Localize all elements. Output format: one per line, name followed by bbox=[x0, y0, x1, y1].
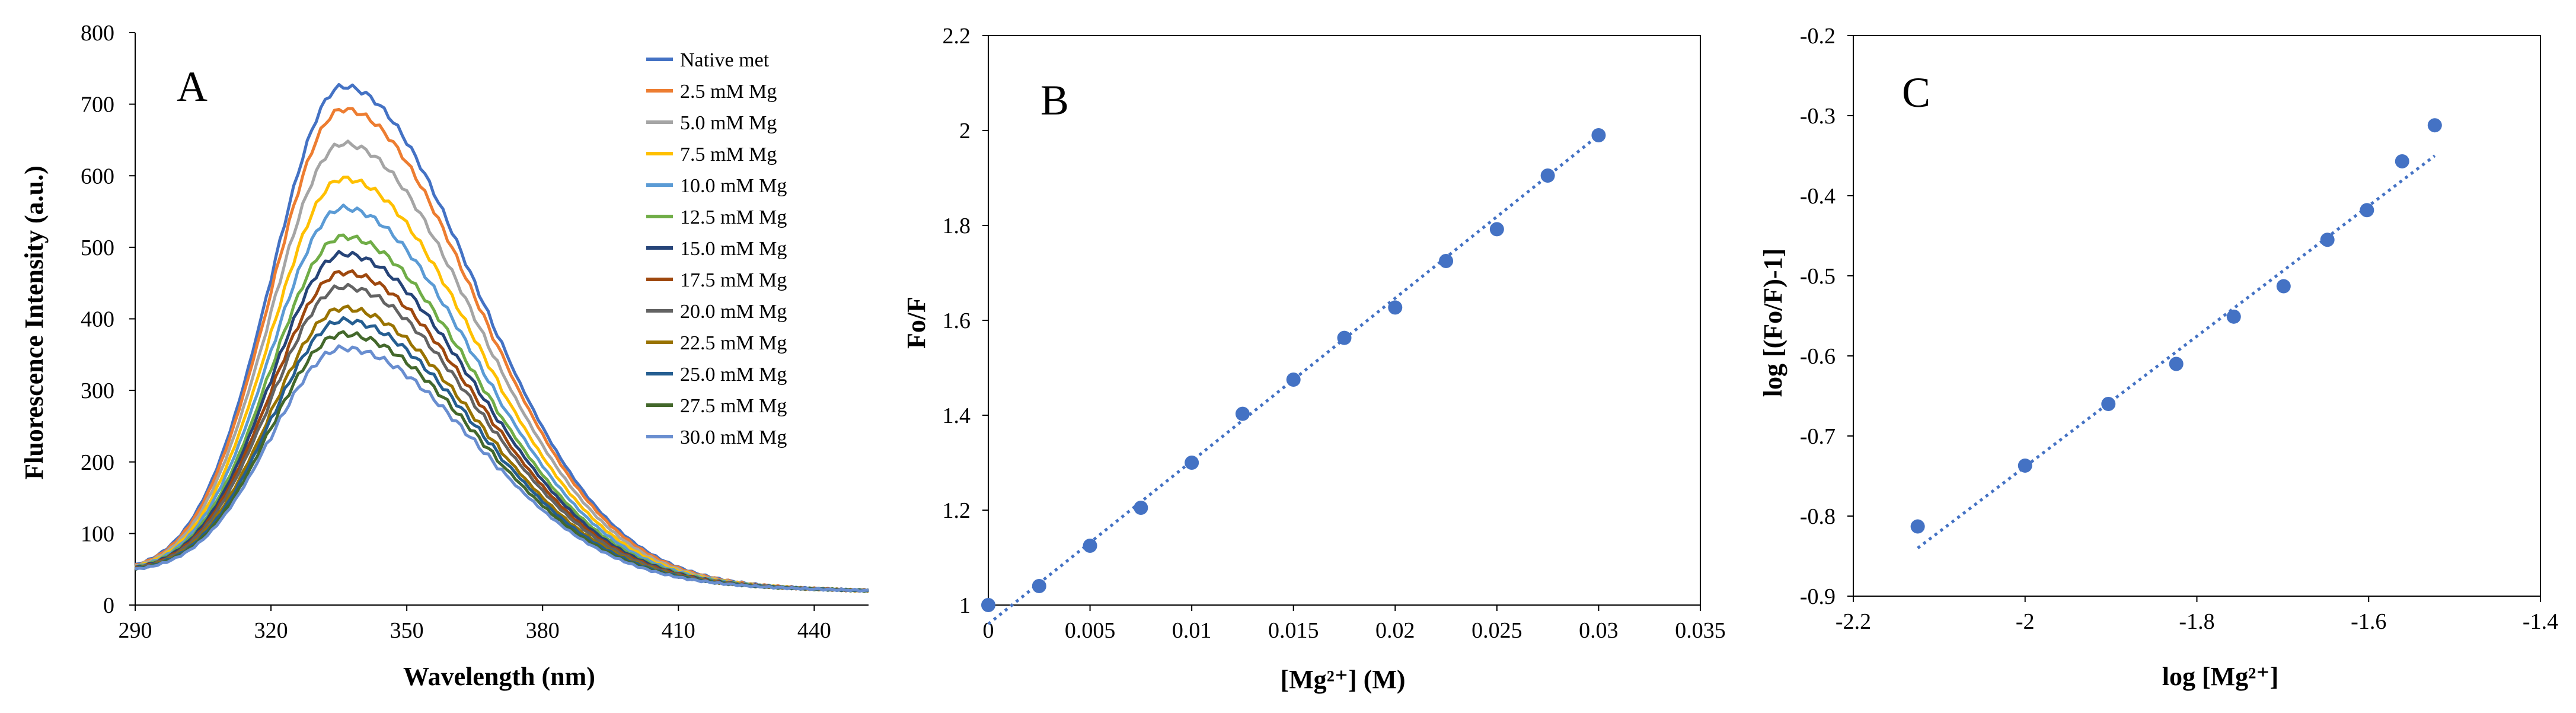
panel-c-y-tick-label: -0.4 bbox=[1800, 184, 1836, 209]
panel-a-legend-label: 17.5 mM Mg bbox=[680, 269, 787, 291]
panel-a-y-tick-label: 200 bbox=[81, 450, 114, 475]
panel-c-label: C bbox=[1902, 69, 1930, 116]
panel-c-y-axis-title: log [(Fo/F)-1] bbox=[1758, 249, 1787, 397]
panel-b-data-point bbox=[1286, 373, 1301, 387]
panel-a-fluorescence-spectra: A Wavelength (nm) Fluorescence Intensity… bbox=[20, 21, 869, 691]
panel-b-data-point bbox=[1337, 330, 1352, 345]
panel-b-data-point bbox=[1185, 456, 1199, 470]
panel-c-x-tick-label: -1.6 bbox=[2351, 609, 2386, 634]
panel-a-legend-label: 30.0 mM Mg bbox=[680, 426, 787, 448]
panel-b-data-point bbox=[1439, 254, 1454, 268]
panel-c-y-tick-label: -0.3 bbox=[1800, 104, 1836, 129]
panel-c-data-point bbox=[2360, 203, 2374, 218]
panel-b-y-tick-label: 1 bbox=[959, 593, 971, 618]
panel-a-legend-label: 7.5 mM Mg bbox=[680, 144, 777, 165]
panel-b-plot-frame bbox=[988, 35, 1701, 606]
panel-b-x-tick-label: 0.035 bbox=[1675, 618, 1726, 643]
panel-b-x-tick-label: 0.02 bbox=[1375, 618, 1415, 643]
panel-a-legend-label: 15.0 mM Mg bbox=[680, 238, 787, 260]
panel-b-data-point bbox=[1489, 222, 1504, 237]
panel-c-data-point bbox=[1910, 519, 1925, 534]
panel-a-y-tick-label: 300 bbox=[81, 378, 114, 403]
panel-a-series-line bbox=[135, 344, 869, 593]
panel-b-y-tick-label: 1.2 bbox=[943, 498, 971, 523]
panel-b-y-tick-label: 1.4 bbox=[943, 403, 971, 428]
panel-b-y-tick-label: 2.2 bbox=[943, 24, 971, 49]
panel-c-data-point bbox=[2169, 356, 2184, 371]
panel-a-legend-label: 5.0 mM Mg bbox=[680, 112, 777, 134]
panel-c-y-tick-label: -0.2 bbox=[1800, 24, 1836, 49]
panel-a-legend-label: 27.5 mM Mg bbox=[680, 395, 787, 417]
panel-b-x-axis-title: [Mg²⁺] (M) bbox=[1280, 665, 1405, 694]
panel-a-legend-label: 10.0 mM Mg bbox=[680, 175, 787, 197]
panel-b-data-point bbox=[1540, 168, 1555, 183]
panel-c-data-point bbox=[2427, 118, 2442, 133]
panel-a-y-tick-label: 400 bbox=[81, 307, 114, 332]
panel-c-double-log-plot: C log [Mg²⁺] log [(Fo/F)-1] -0.9 -0.8 -0.7… bbox=[1758, 24, 2558, 691]
panel-b-stern-volmer-plot: B [Mg²⁺] (M) Fo/F 1 1.2 1.4 1.6 1.8 2 2.2 0 0.00… bbox=[902, 24, 1726, 694]
panel-b-y-tick-label: 1.8 bbox=[943, 214, 971, 238]
panel-c-y-tick-label: -0.8 bbox=[1800, 504, 1836, 529]
panel-a-x-axis-title: Wavelength (nm) bbox=[403, 662, 595, 691]
panel-c-data-point bbox=[2395, 154, 2409, 168]
panel-a-legend-label: 20.0 mM Mg bbox=[680, 301, 787, 323]
panel-c-x-tick-label: -2.2 bbox=[1836, 609, 1871, 634]
panel-b-x-tick-label: 0.03 bbox=[1579, 618, 1619, 643]
panel-a-y-tick-label: 800 bbox=[81, 21, 114, 46]
panel-b-data-point bbox=[1134, 501, 1148, 515]
panel-a-y-tick-label: 500 bbox=[81, 235, 114, 260]
panel-c-x-axis-title: log [Mg²⁺] bbox=[2162, 662, 2278, 691]
panel-c-data-point bbox=[2101, 397, 2116, 411]
panel-c-x-tick-label: -2 bbox=[2016, 609, 2035, 634]
panel-c-y-tick-label: -0.5 bbox=[1800, 264, 1836, 289]
panel-a-legend-label: Native met bbox=[680, 49, 770, 71]
panel-b-x-tick-label: 0.005 bbox=[1065, 618, 1116, 643]
panel-a-legend-label: 2.5 mM Mg bbox=[680, 81, 777, 103]
panel-a-y-tick-label: 0 bbox=[103, 593, 114, 618]
panel-a-y-tick-label: 600 bbox=[81, 164, 114, 189]
panel-c-y-tick-label: -0.9 bbox=[1800, 584, 1836, 609]
panel-c-x-tick-label: -1.8 bbox=[2179, 609, 2214, 634]
panel-a-x-tick-label: 290 bbox=[119, 618, 152, 643]
panel-a-x-tick-label: 350 bbox=[390, 618, 424, 643]
panel-a-legend-label: 12.5 mM Mg bbox=[680, 206, 787, 228]
panel-a-x-tick-label: 440 bbox=[797, 618, 831, 643]
panel-b-x-tick-label: 0.025 bbox=[1471, 618, 1522, 643]
panel-b-label: B bbox=[1040, 77, 1069, 124]
panel-a-y-tick-label: 700 bbox=[81, 93, 114, 117]
panel-b-x-tick-label: 0.015 bbox=[1268, 618, 1319, 643]
panel-a-x-tick-label: 320 bbox=[254, 618, 288, 643]
panel-b-data-point bbox=[1083, 539, 1097, 553]
panel-c-trendline bbox=[1917, 154, 2436, 549]
panel-b-x-tick-label: 0 bbox=[983, 618, 994, 643]
panel-b-y-tick-label: 1.6 bbox=[943, 308, 971, 333]
panel-b-data-point bbox=[1388, 300, 1403, 315]
panel-b-y-tick-label: 2 bbox=[959, 119, 971, 144]
panel-a-x-tick-label: 380 bbox=[526, 618, 560, 643]
panel-c-y-tick-label: -0.6 bbox=[1800, 344, 1836, 369]
panel-b-data-point bbox=[981, 598, 995, 612]
panel-b-data-point bbox=[1235, 406, 1250, 421]
panel-a-y-tick-label: 100 bbox=[81, 521, 114, 546]
panel-a-label: A bbox=[177, 63, 208, 110]
panel-c-data-point bbox=[2276, 279, 2291, 294]
panel-a-legend-label: 22.5 mM Mg bbox=[680, 332, 787, 354]
panel-a-legend-label: 25.0 mM Mg bbox=[680, 364, 787, 386]
panel-a-x-tick-label: 410 bbox=[662, 618, 695, 643]
panel-c-y-tick-label: -0.7 bbox=[1800, 424, 1836, 449]
panel-c-data-point bbox=[2018, 458, 2032, 473]
panel-b-data-point bbox=[1032, 579, 1046, 593]
panel-b-x-tick-label: 0.01 bbox=[1172, 618, 1212, 643]
panel-c-data-point bbox=[2320, 233, 2335, 247]
panel-c-x-tick-label: -1.4 bbox=[2523, 609, 2558, 634]
panel-a-y-axis-title: Fluorescence Intensity (a.u.) bbox=[20, 165, 49, 480]
panel-b-data-point bbox=[1591, 128, 1606, 142]
panel-c-data-point bbox=[2226, 309, 2241, 324]
panel-b-y-axis-title: Fo/F bbox=[902, 297, 931, 349]
